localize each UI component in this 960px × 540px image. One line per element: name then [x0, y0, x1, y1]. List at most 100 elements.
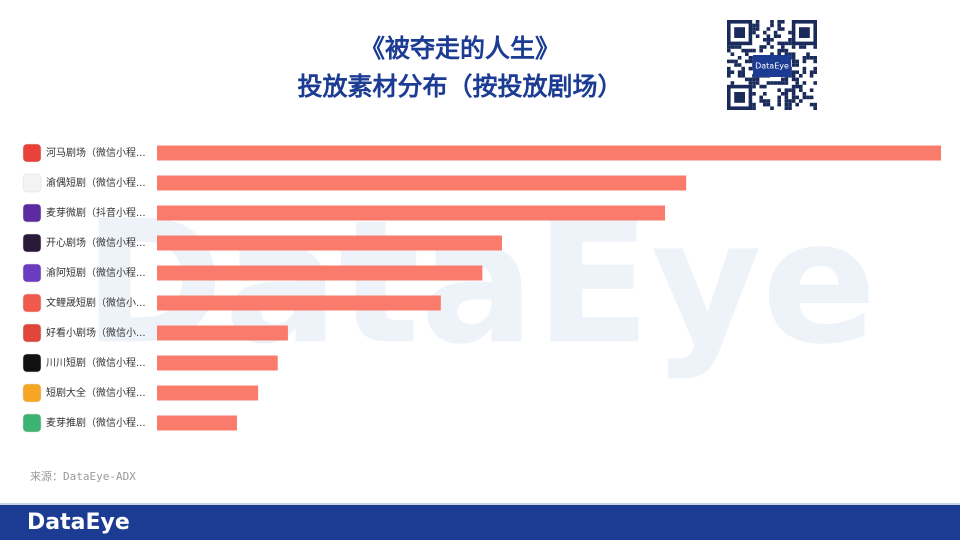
app-icon — [22, 323, 42, 343]
bar — [157, 145, 941, 161]
qr-cell — [766, 102, 771, 107]
qr-cell — [777, 102, 781, 107]
qr-cell — [813, 70, 817, 74]
qr-cell — [795, 102, 799, 107]
qr-cell — [748, 66, 753, 71]
app-icon — [22, 173, 42, 193]
qr-cell — [730, 59, 735, 64]
qr-cell — [802, 70, 807, 74]
qr-cell — [737, 63, 742, 67]
qr-cell — [784, 95, 789, 100]
qr-cell — [770, 23, 774, 28]
qr-cell — [759, 95, 763, 100]
qr-cell — [727, 48, 731, 53]
qr-cell — [766, 41, 771, 46]
qr-cell — [759, 45, 763, 49]
qr-cell — [752, 92, 756, 96]
qr-cell — [763, 38, 767, 42]
qr-cell — [791, 56, 796, 60]
qr-cell — [809, 70, 814, 74]
qr-cell — [727, 74, 731, 78]
qr-cell — [781, 48, 785, 53]
qr-cell — [763, 45, 767, 49]
footer-bar — [0, 505, 960, 540]
qr-cell — [752, 48, 756, 53]
qr-label: DataEye — [755, 62, 789, 71]
qr-cell — [791, 45, 796, 49]
qr-cell — [806, 52, 810, 56]
qr-cell — [777, 23, 781, 28]
qr-cell — [766, 99, 771, 103]
qr-cell — [777, 27, 781, 31]
bar — [157, 175, 687, 191]
qr-cell — [799, 74, 803, 78]
qr-finder — [791, 19, 817, 46]
qr-cell — [809, 88, 814, 92]
footer-logo: DataEye — [27, 510, 130, 535]
qr-cell — [781, 20, 785, 24]
qr-cell — [727, 70, 731, 74]
bar — [157, 205, 666, 221]
qr-cell — [788, 88, 792, 92]
qr-cell — [770, 20, 774, 24]
y-tick-label: 川川短剧（微信小程... — [46, 356, 146, 369]
qr-cell — [766, 34, 771, 38]
qr-cell — [770, 106, 774, 110]
qr-cell — [755, 23, 760, 28]
app-icon — [22, 353, 42, 373]
qr-cell — [791, 52, 796, 56]
qr-cell — [799, 88, 803, 92]
qr-cell — [799, 84, 803, 89]
chart-title: 《被夺走的人生》 — [360, 34, 560, 63]
qr-cell — [799, 45, 803, 49]
qr-cell — [755, 34, 760, 38]
bar — [157, 235, 502, 251]
qr-cell — [730, 81, 735, 85]
qr-cell — [770, 81, 774, 85]
qr-cell — [737, 70, 742, 74]
qr-cell — [752, 77, 756, 82]
qr-cell — [730, 45, 735, 49]
y-tick-label: 麦芽推剧（微信小程... — [46, 416, 146, 429]
qr-cell — [745, 77, 749, 82]
qr-cell — [763, 102, 767, 107]
qr-cell — [784, 77, 789, 82]
bar — [157, 385, 259, 401]
qr-cell — [806, 95, 810, 100]
qr-cell — [788, 102, 792, 107]
y-tick-label: 麦芽微剧（抖音小程... — [46, 206, 146, 219]
qr-cell — [809, 102, 814, 107]
qr-cell — [788, 41, 792, 46]
qr-cell — [766, 27, 771, 31]
qr-cell — [813, 59, 817, 64]
qr-cell — [773, 34, 778, 38]
qr-cell — [791, 99, 796, 103]
qr-cell — [763, 30, 767, 35]
qr-cell — [781, 45, 785, 49]
qr-cell — [755, 81, 760, 85]
qr-cell — [795, 70, 799, 74]
qr-cell — [752, 30, 756, 35]
qr-cell — [784, 99, 789, 103]
qr-cell — [777, 34, 781, 38]
qr-cell — [766, 38, 771, 42]
qr-cell — [784, 106, 789, 110]
qr-cell — [777, 48, 781, 53]
qr-cell — [795, 59, 799, 64]
qr-finder — [726, 84, 753, 110]
qr-cell — [755, 77, 760, 82]
qr-cell — [752, 102, 756, 107]
qr-cell — [777, 20, 781, 24]
qr-cell — [737, 45, 742, 49]
qr-cell — [799, 99, 803, 103]
qr-cell — [748, 56, 753, 60]
qr-cell — [802, 81, 807, 85]
qr-cell — [784, 92, 789, 96]
qr-cell — [781, 81, 785, 85]
qr-cell — [741, 74, 745, 78]
qr-cell — [791, 70, 796, 74]
qr-cell — [745, 59, 749, 64]
qr-cell — [784, 52, 789, 56]
bar — [157, 415, 237, 431]
qr-cell — [777, 52, 781, 56]
